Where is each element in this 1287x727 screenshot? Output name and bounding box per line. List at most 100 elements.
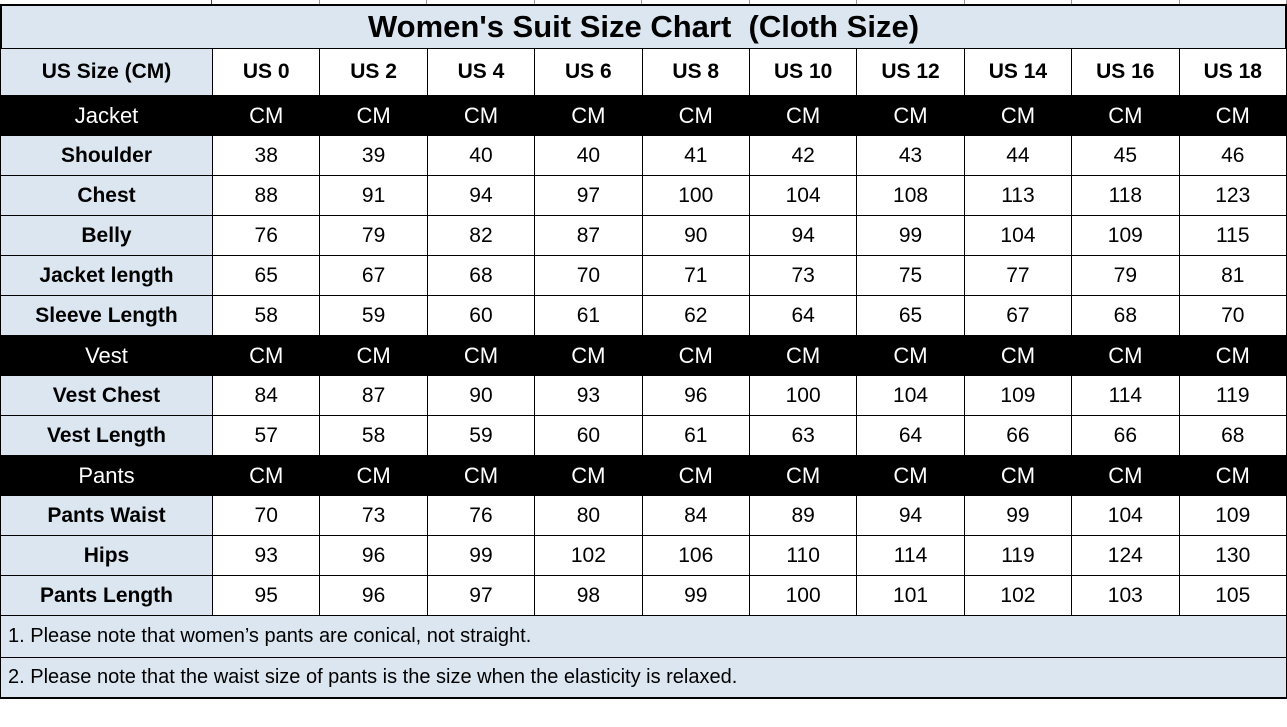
value-cell: 77 xyxy=(963,255,1073,296)
cropped-row-cell xyxy=(965,0,1072,4)
cropped-row-strip xyxy=(0,0,1287,4)
cropped-row-cell xyxy=(212,0,320,4)
value-cell: 88 xyxy=(211,175,321,216)
corner-header: US Size (CM) xyxy=(0,48,213,96)
value-cell: 130 xyxy=(1178,535,1287,576)
value-cell: 110 xyxy=(748,535,858,576)
size-column-header: US 16 xyxy=(1071,48,1180,96)
unit-cell: CM xyxy=(748,455,858,496)
value-cell: 40 xyxy=(426,135,536,176)
value-cell: 62 xyxy=(641,295,750,336)
value-cell: 96 xyxy=(319,575,428,616)
unit-cell: CM xyxy=(319,455,428,496)
note-2: 2. Please note that the waist size of pa… xyxy=(0,658,1287,699)
row-label: Pants Length xyxy=(0,575,213,616)
unit-cell: CM xyxy=(963,95,1073,136)
section-label: Vest xyxy=(0,335,213,376)
unit-cell: CM xyxy=(1071,95,1180,136)
row-label: Vest Chest xyxy=(0,375,213,416)
size-column-header: US 6 xyxy=(534,48,643,96)
size-column-header: US 0 xyxy=(211,48,321,96)
table-row: Vest Chest 84 87 90 93 96 100 104 109 114 119 xyxy=(0,375,1287,416)
section-label: Pants xyxy=(0,455,213,496)
value-cell: 64 xyxy=(856,415,965,456)
size-column-header: US 12 xyxy=(856,48,965,96)
value-cell: 102 xyxy=(963,575,1073,616)
value-cell: 68 xyxy=(426,255,536,296)
unit-cell: CM xyxy=(1178,335,1287,376)
table-row: Hips 93 96 99 102 106 110 114 119 124 130 xyxy=(0,535,1287,576)
value-cell: 103 xyxy=(1071,575,1180,616)
value-cell: 113 xyxy=(963,175,1073,216)
value-cell: 68 xyxy=(1178,415,1287,456)
value-cell: 79 xyxy=(319,215,428,256)
value-cell: 59 xyxy=(319,295,428,336)
value-cell: 100 xyxy=(641,175,750,216)
unit-cell: CM xyxy=(963,455,1073,496)
value-cell: 84 xyxy=(641,495,750,536)
value-cell: 73 xyxy=(748,255,858,296)
table-row: Jacket length 65 67 68 70 71 73 75 77 79 81 xyxy=(0,255,1287,296)
section-row: Vest CM CM CM CM CM CM CM CM CM CM xyxy=(0,335,1287,376)
value-cell: 38 xyxy=(211,135,321,176)
value-cell: 70 xyxy=(1178,295,1287,336)
unit-cell: CM xyxy=(534,455,643,496)
value-cell: 98 xyxy=(534,575,643,616)
value-cell: 40 xyxy=(534,135,643,176)
value-cell: 106 xyxy=(641,535,750,576)
value-cell: 57 xyxy=(211,415,321,456)
value-cell: 64 xyxy=(748,295,858,336)
value-cell: 84 xyxy=(211,375,321,416)
value-cell: 100 xyxy=(748,375,858,416)
value-cell: 99 xyxy=(856,215,965,256)
value-cell: 119 xyxy=(963,535,1073,576)
value-cell: 94 xyxy=(748,215,858,256)
value-cell: 124 xyxy=(1071,535,1180,576)
value-cell: 76 xyxy=(426,495,536,536)
size-column-header: US 8 xyxy=(641,48,750,96)
value-cell: 79 xyxy=(1071,255,1180,296)
row-label: Belly xyxy=(0,215,213,256)
section-row: Jacket CM CM CM CM CM CM CM CM CM CM xyxy=(0,95,1287,136)
value-cell: 70 xyxy=(211,495,321,536)
unit-cell: CM xyxy=(641,95,750,136)
value-cell: 44 xyxy=(963,135,1073,176)
value-cell: 99 xyxy=(426,535,536,576)
value-cell: 94 xyxy=(856,495,965,536)
value-cell: 65 xyxy=(211,255,321,296)
value-cell: 45 xyxy=(1071,135,1180,176)
row-label: Jacket length xyxy=(0,255,213,296)
unit-cell: CM xyxy=(426,95,536,136)
unit-cell: CM xyxy=(534,335,643,376)
unit-cell: CM xyxy=(319,95,428,136)
unit-cell: CM xyxy=(748,335,858,376)
value-cell: 109 xyxy=(963,375,1073,416)
value-cell: 104 xyxy=(1071,495,1180,536)
unit-cell: CM xyxy=(641,335,750,376)
cropped-row-cell xyxy=(0,0,212,4)
value-cell: 93 xyxy=(211,535,321,576)
value-cell: 100 xyxy=(748,575,858,616)
value-cell: 81 xyxy=(1178,255,1287,296)
unit-cell: CM xyxy=(1178,95,1287,136)
row-label: Vest Length xyxy=(0,415,213,456)
cropped-row-cell xyxy=(535,0,642,4)
value-cell: 99 xyxy=(963,495,1073,536)
unit-cell: CM xyxy=(963,335,1073,376)
value-cell: 42 xyxy=(748,135,858,176)
value-cell: 123 xyxy=(1178,175,1287,216)
value-cell: 101 xyxy=(856,575,965,616)
value-cell: 97 xyxy=(534,175,643,216)
value-cell: 41 xyxy=(641,135,750,176)
unit-cell: CM xyxy=(211,335,321,376)
value-cell: 94 xyxy=(426,175,536,216)
value-cell: 89 xyxy=(748,495,858,536)
value-cell: 60 xyxy=(426,295,536,336)
value-cell: 65 xyxy=(856,295,965,336)
size-table: US Size (CM) US 0 US 2 US 4 US 6 US 8 US 10 US … xyxy=(0,48,1287,616)
value-cell: 95 xyxy=(211,575,321,616)
value-cell: 46 xyxy=(1178,135,1287,176)
cropped-row-cell xyxy=(642,0,750,4)
section-row: Pants CM CM CM CM CM CM CM CM CM CM xyxy=(0,455,1287,496)
value-cell: 61 xyxy=(534,295,643,336)
